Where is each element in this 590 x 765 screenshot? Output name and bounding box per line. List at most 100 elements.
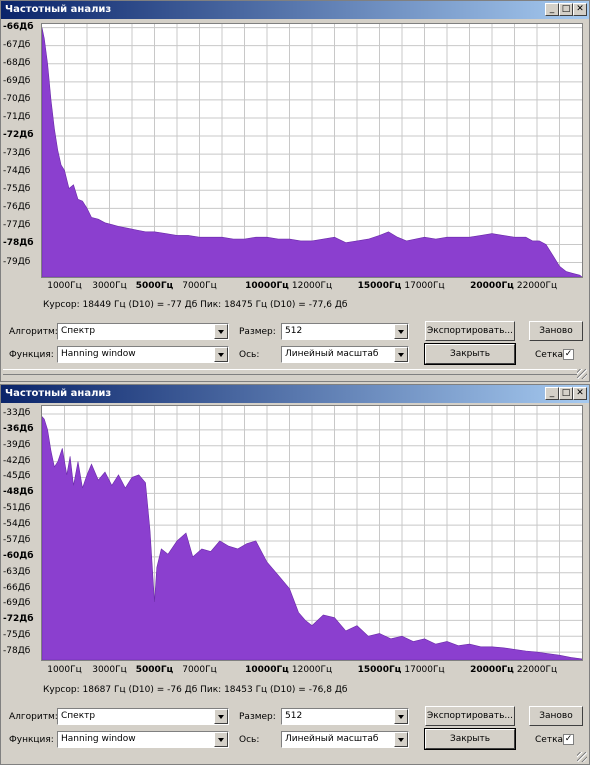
export-button[interactable]: Экспортировать... bbox=[425, 706, 515, 726]
y-tick-label: -75Дб bbox=[3, 184, 31, 195]
axis-value: Линейный масштаб bbox=[285, 734, 379, 744]
grid-checkbox[interactable]: ✓ bbox=[563, 349, 574, 360]
y-tick-label: -70Дб bbox=[3, 93, 31, 104]
axis-label: Ось: bbox=[239, 350, 260, 360]
maximize-button[interactable]: □ bbox=[559, 3, 573, 16]
x-tick-label: 22000Гц bbox=[516, 665, 558, 675]
window-title: Частотный анализ bbox=[5, 388, 112, 399]
resize-grip[interactable] bbox=[577, 752, 587, 762]
redo-button[interactable]: Заново bbox=[529, 706, 583, 726]
x-tick-label: 12000Гц bbox=[291, 665, 333, 675]
x-tick-label: 10000Гц bbox=[245, 281, 289, 291]
resize-bar bbox=[3, 369, 587, 375]
y-tick-label: -75Дб bbox=[3, 630, 31, 641]
y-tick-label: -54Дб bbox=[3, 519, 31, 530]
cursor-status: Курсор: 18687 Гц (D10) = -76 Дб Пик: 184… bbox=[43, 685, 348, 695]
chevron-down-icon[interactable] bbox=[214, 732, 228, 747]
grid-label: Сетка bbox=[535, 350, 564, 360]
axis-select[interactable]: Линейный масштаб bbox=[281, 346, 409, 363]
y-tick-label: -76Дб bbox=[3, 202, 31, 213]
x-tick-label: 7000Гц bbox=[182, 281, 217, 291]
chevron-down-icon[interactable] bbox=[214, 709, 228, 724]
size-select[interactable]: 512 bbox=[281, 708, 409, 725]
x-tick-label: 17000Гц bbox=[404, 281, 445, 291]
y-tick-label: -79Дб bbox=[3, 256, 31, 267]
y-tick-label: -74Дб bbox=[3, 166, 31, 177]
resize-grip[interactable] bbox=[577, 369, 587, 379]
x-tick-label: 20000Гц bbox=[470, 665, 514, 675]
chevron-down-icon[interactable] bbox=[394, 709, 408, 724]
y-tick-label: -45Дб bbox=[3, 471, 31, 482]
close-button[interactable]: Закрыть bbox=[424, 728, 516, 750]
y-tick-label: -69Дб bbox=[3, 598, 31, 609]
x-tick-label: 3000Гц bbox=[92, 665, 127, 675]
close-window-button[interactable]: ✕ bbox=[573, 387, 587, 400]
y-tick-label: -71Дб bbox=[3, 111, 31, 122]
close-window-button[interactable]: ✕ bbox=[573, 3, 587, 16]
y-tick-label: -73Дб bbox=[3, 148, 31, 159]
y-tick-label: -48Дб bbox=[3, 487, 34, 498]
algorithm-select[interactable]: Спектр bbox=[57, 708, 229, 725]
axis-select[interactable]: Линейный масштаб bbox=[281, 731, 409, 748]
export-button[interactable]: Экспортировать... bbox=[425, 321, 515, 341]
x-tick-label: 15000Гц bbox=[357, 665, 402, 675]
size-label: Размер: bbox=[239, 712, 276, 722]
algorithm-label: Алгоритм: bbox=[9, 327, 58, 337]
minimize-button[interactable]: _ bbox=[545, 387, 559, 400]
x-tick-label: 10000Гц bbox=[245, 665, 289, 675]
function-select[interactable]: Hanning window bbox=[57, 346, 229, 363]
chevron-down-icon[interactable] bbox=[214, 324, 228, 339]
frequency-analysis-window-2: Частотный анализ _ □ ✕ -33Дб -36Дб -39Дб -4… bbox=[0, 384, 590, 765]
chevron-down-icon[interactable] bbox=[394, 347, 408, 362]
axis-value: Линейный масштаб bbox=[285, 349, 379, 359]
y-tick-label: -67Дб bbox=[3, 39, 31, 50]
y-tick-label: -60Дб bbox=[3, 550, 34, 561]
x-tick-label: 17000Гц bbox=[404, 665, 445, 675]
spectrum-plot[interactable] bbox=[41, 405, 583, 661]
spectrum-area bbox=[42, 416, 582, 660]
x-tick-label: 3000Гц bbox=[92, 281, 127, 291]
x-tick-label: 5000Гц bbox=[135, 665, 174, 675]
title-bar[interactable]: Частотный анализ _ □ ✕ bbox=[1, 1, 589, 19]
redo-button[interactable]: Заново bbox=[529, 321, 583, 341]
frequency-analysis-window-1: Частотный анализ _ □ ✕ -66Дб -67Дб -68Дб -6… bbox=[0, 0, 590, 382]
y-tick-label: -36Дб bbox=[3, 423, 34, 434]
y-tick-label: -77Дб bbox=[3, 220, 31, 231]
y-tick-label: -66Дб bbox=[3, 582, 31, 593]
y-tick-label: -33Дб bbox=[3, 407, 31, 418]
minimize-button[interactable]: _ bbox=[545, 3, 559, 16]
algorithm-value: Спектр bbox=[61, 326, 96, 336]
title-bar[interactable]: Частотный анализ _ □ ✕ bbox=[1, 385, 589, 403]
chevron-down-icon[interactable] bbox=[214, 347, 228, 362]
y-tick-label: -72Дб bbox=[3, 130, 34, 141]
cursor-status: Курсор: 18449 Гц (D10) = -77 Дб Пик: 184… bbox=[43, 300, 348, 310]
x-tick-label: 1000Гц bbox=[47, 281, 82, 291]
y-tick-label: -68Дб bbox=[3, 57, 31, 68]
y-tick-label: -42Дб bbox=[3, 455, 31, 466]
y-tick-label: -69Дб bbox=[3, 75, 31, 86]
function-select[interactable]: Hanning window bbox=[57, 731, 229, 748]
spectrum-area bbox=[42, 27, 582, 277]
y-tick-label: -78Дб bbox=[3, 238, 34, 249]
function-value: Hanning window bbox=[61, 734, 136, 744]
y-tick-label: -51Дб bbox=[3, 503, 31, 514]
algorithm-select[interactable]: Спектр bbox=[57, 323, 229, 340]
function-value: Hanning window bbox=[61, 349, 136, 359]
size-select[interactable]: 512 bbox=[281, 323, 409, 340]
x-tick-label: 22000Гц bbox=[516, 281, 558, 291]
grid-checkbox[interactable]: ✓ bbox=[563, 734, 574, 745]
grid-label: Сетка bbox=[535, 735, 564, 745]
chevron-down-icon[interactable] bbox=[394, 732, 408, 747]
function-label: Функция: bbox=[9, 735, 54, 745]
maximize-button[interactable]: □ bbox=[559, 387, 573, 400]
y-tick-label: -66Дб bbox=[3, 21, 34, 32]
axis-label: Ось: bbox=[239, 735, 260, 745]
chevron-down-icon[interactable] bbox=[394, 324, 408, 339]
y-tick-label: -63Дб bbox=[3, 566, 31, 577]
y-tick-label: -39Дб bbox=[3, 439, 31, 450]
spectrum-chart bbox=[42, 406, 582, 660]
x-tick-label: 1000Гц bbox=[47, 665, 82, 675]
close-button[interactable]: Закрыть bbox=[424, 343, 516, 365]
spectrum-plot[interactable] bbox=[41, 23, 583, 278]
x-tick-label: 20000Гц bbox=[470, 281, 514, 291]
